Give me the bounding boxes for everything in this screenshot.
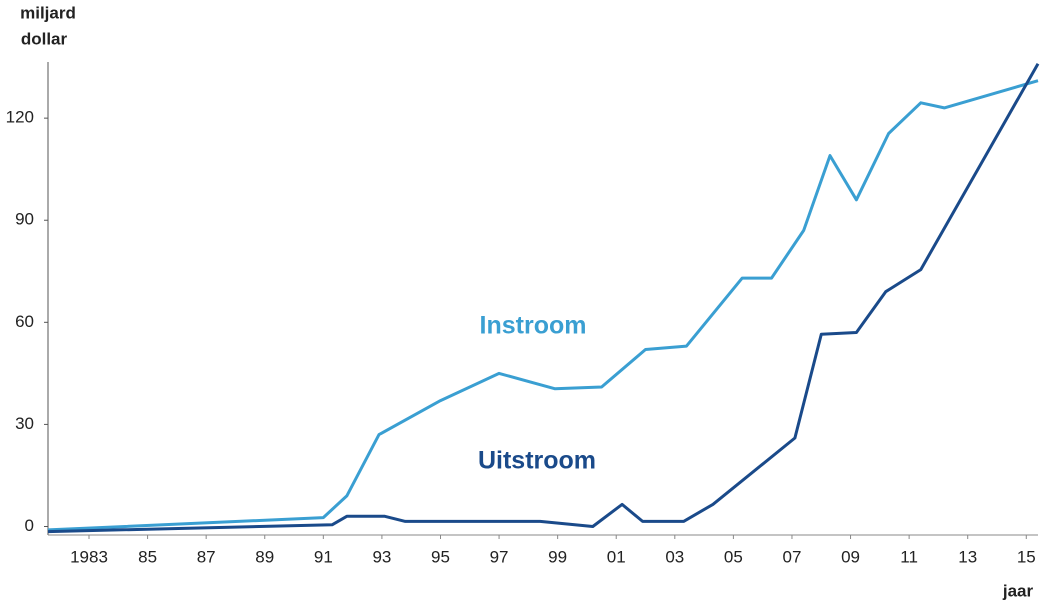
x-tick-label: 85 — [138, 547, 157, 566]
y-axis-title: dollar — [21, 29, 68, 48]
x-tick-label: 05 — [724, 547, 743, 566]
x-tick-label: 09 — [841, 547, 860, 566]
y-tick-label: 120 — [6, 108, 34, 127]
series-label: Instroom — [480, 312, 587, 340]
y-tick-label: 60 — [15, 312, 34, 331]
x-tick-label: 91 — [314, 547, 333, 566]
x-tick-label: 13 — [958, 547, 977, 566]
series-label: Uitstroom — [478, 447, 596, 475]
x-tick-label: 87 — [197, 547, 216, 566]
x-tick-label: 97 — [490, 547, 509, 566]
x-tick-label: 93 — [372, 547, 391, 566]
x-tick-label: 01 — [607, 547, 626, 566]
y-axis-title: miljard — [20, 3, 76, 22]
y-tick-label: 90 — [15, 210, 34, 229]
x-tick-label: 03 — [665, 547, 684, 566]
x-tick-label: 89 — [255, 547, 274, 566]
y-tick-label: 30 — [15, 414, 34, 433]
series-line — [47, 62, 1040, 534]
x-tick-label: 95 — [431, 547, 450, 566]
x-tick-label: 99 — [548, 547, 567, 566]
x-tick-label: 07 — [783, 547, 802, 566]
x-tick-label: 15 — [1017, 547, 1036, 566]
x-tick-label: 11 — [900, 547, 918, 566]
series-line — [47, 79, 1039, 532]
x-axis-title: jaar — [1002, 581, 1034, 600]
x-tick-label: 1983 — [70, 547, 108, 566]
y-tick-label: 0 — [25, 516, 34, 535]
